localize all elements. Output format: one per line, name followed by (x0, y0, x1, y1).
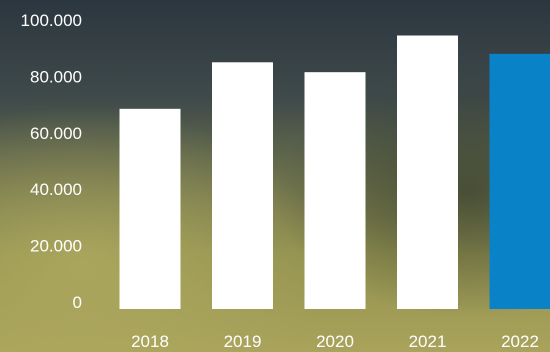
x-tick-label-2020: 2020 (316, 332, 354, 351)
bars-group (119, 35, 550, 310)
y-axis-tick-labels: 0 20.000 40.000 60.000 80.000 100.000 (21, 11, 82, 312)
y-tick-label: 0 (73, 293, 82, 312)
x-tick-label-2019: 2019 (224, 332, 262, 351)
bar-2022 (489, 53, 550, 310)
x-axis-tick-labels: 2018 2019 2020 2021 2022 (131, 332, 539, 351)
bar-2018 (119, 108, 181, 309)
y-tick-label: 20.000 (30, 237, 82, 256)
bar-2019 (212, 62, 273, 309)
x-tick-label-2021: 2021 (409, 332, 447, 351)
bar-2021 (397, 35, 458, 309)
y-tick-label: 80.000 (30, 67, 82, 86)
bar-2020 (304, 72, 366, 309)
x-tick-label-2018: 2018 (131, 332, 169, 351)
x-tick-label-2022: 2022 (501, 332, 539, 351)
y-tick-label: 60.000 (30, 124, 82, 143)
y-tick-label: 40.000 (30, 180, 82, 199)
y-tick-label: 100.000 (21, 11, 82, 30)
